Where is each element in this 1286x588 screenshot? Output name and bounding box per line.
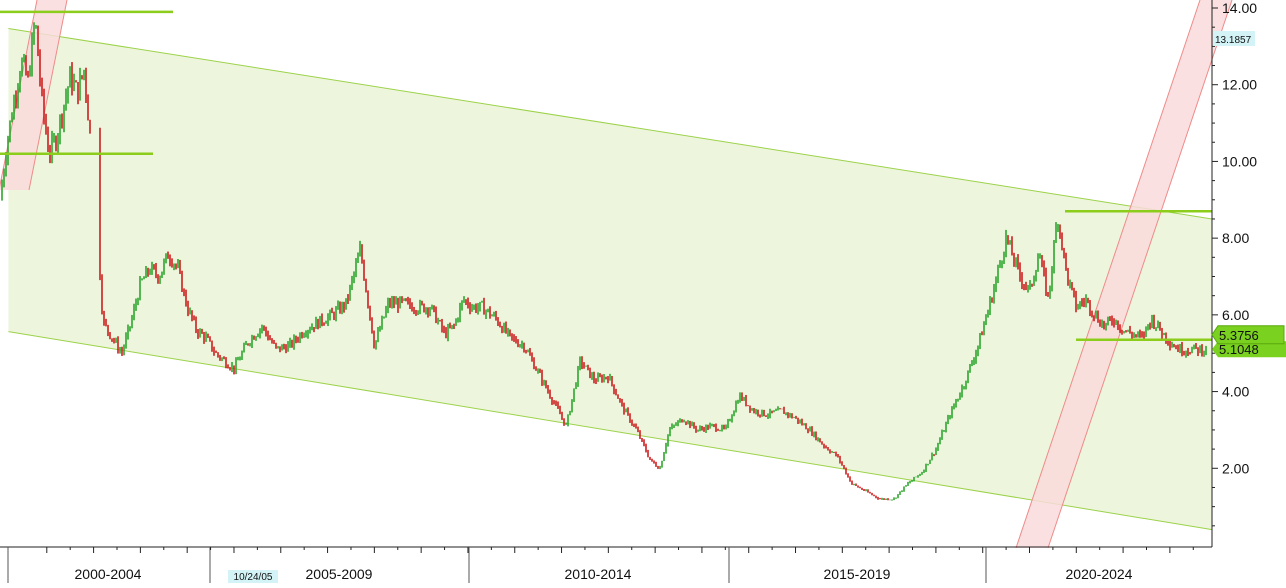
trend-band-recent-right-edge — [1047, 0, 1233, 549]
trend-band-recent-fill — [1016, 0, 1232, 548]
x-period-label: 2015-2019 — [824, 566, 891, 582]
series-layer — [1, 22, 1207, 501]
y-tick-label: 10.00 — [1222, 153, 1257, 169]
x-period-label: 2005-2009 — [306, 566, 373, 582]
y-tick-label: 14.00 — [1222, 0, 1257, 16]
level-lines-layer — [0, 10, 1212, 342]
date-stamp: 10/24/05 — [234, 572, 273, 583]
x-period-label: 2000-2004 — [75, 566, 142, 582]
channel-fill — [8, 28, 1212, 530]
y-tick-label: 2.00 — [1222, 460, 1249, 476]
channel-upper-line — [8, 28, 1213, 220]
last-price-flag-2-bg — [1212, 341, 1286, 358]
last-price-flag-bg — [1211, 325, 1285, 345]
y-tick-label: 4.00 — [1222, 384, 1249, 400]
last-price-flag-2: 5.1048 — [1219, 342, 1259, 357]
y-tick-label: 6.00 — [1222, 307, 1249, 323]
trend-band-early-right-edge — [28, 0, 68, 191]
axes-layer: 2.00 4.00 6.00 8.00 10.00 12.00 14.00 2000-2004… — [0, 0, 1257, 583]
x-period-label: 2010-2014 — [565, 566, 632, 582]
y-tick-label: 12.00 — [1222, 77, 1257, 93]
channel-lower-line — [8, 331, 1213, 531]
trend-band-recent-left-edge — [1015, 0, 1201, 549]
y-tick-label: 8.00 — [1222, 230, 1249, 246]
level-marker-flag-bg — [1213, 31, 1255, 46]
x-period-label: 2020-2024 — [1066, 566, 1133, 582]
last-price-flag: 5.3756 — [1219, 328, 1259, 343]
date-stamp-bg — [228, 570, 278, 583]
trend-band-layer — [0, 0, 1233, 549]
level-marker-flag: 13.1857 — [1215, 35, 1252, 46]
channel-layer — [8, 28, 1213, 531]
trend-band-early-fill — [0, 0, 67, 190]
